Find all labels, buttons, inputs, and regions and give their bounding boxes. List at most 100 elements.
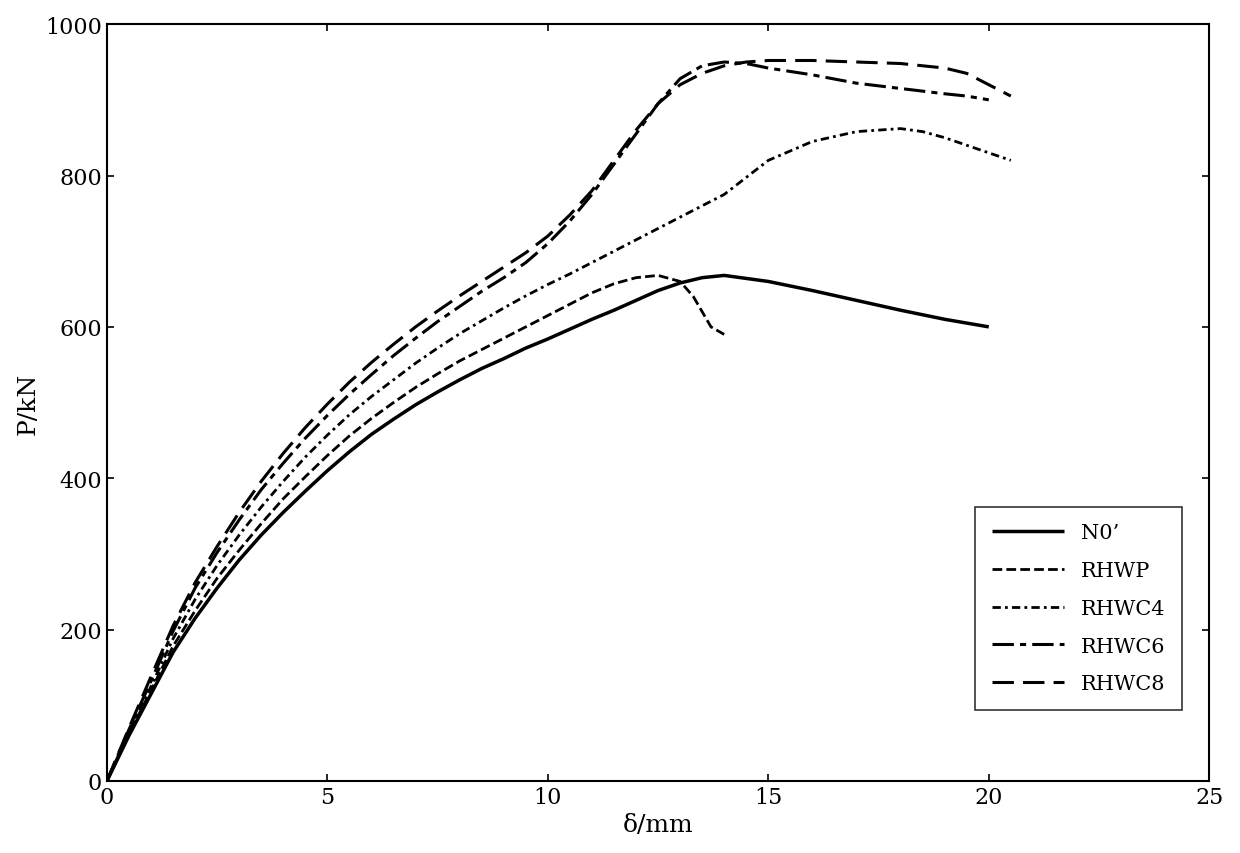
N0’ [629,296,644,306]
RHWC6 [981,96,996,106]
N0’ [453,375,467,386]
RHWC6 [651,100,666,110]
RHWC4 [474,316,489,327]
RHWC6 [563,217,578,227]
N0’ [761,277,776,287]
RHWC4 [99,776,114,786]
RHWC4 [849,127,864,137]
N0’ [210,583,224,594]
RHWC4 [187,595,202,605]
N0’ [166,647,181,658]
RHWC6 [805,71,820,81]
RHWC8 [629,126,644,136]
Line: RHWP: RHWP [107,276,724,781]
RHWC8 [320,399,335,409]
RHWC6 [386,351,401,362]
RHWC8 [122,723,136,734]
RHWC8 [849,58,864,68]
N0’ [386,415,401,425]
RHWC8 [694,69,709,79]
N0’ [232,555,247,566]
RHWC8 [651,100,666,110]
RHWC6 [496,273,511,283]
RHWC4 [166,634,181,644]
RHWC4 [915,127,930,137]
N0’ [320,466,335,476]
RHWP [99,776,114,786]
Line: RHWC8: RHWC8 [107,61,1011,781]
RHWP [651,271,666,281]
RHWC8 [275,449,290,459]
RHWP [496,334,511,344]
RHWC6 [672,74,687,84]
RHWP [320,451,335,461]
RHWP [187,606,202,616]
RHWC8 [166,621,181,631]
RHWP [453,357,467,367]
RHWC8 [298,423,312,433]
RHWP [563,299,578,310]
N0’ [342,447,357,457]
RHWC6 [275,458,290,468]
Line: N0’: N0’ [107,276,988,781]
RHWC4 [144,682,159,692]
RHWC8 [474,277,489,287]
N0’ [541,334,556,345]
RHWC8 [805,56,820,67]
N0’ [122,730,136,740]
RHWC8 [584,186,599,196]
RHWC4 [694,201,709,212]
N0’ [651,286,666,296]
RHWC4 [651,224,666,235]
RHWC6 [298,433,312,444]
RHWC8 [893,60,908,70]
RHWP [342,432,357,442]
RHWC4 [584,258,599,269]
RHWC6 [320,411,335,421]
RHWP [144,685,159,695]
RHWC6 [430,317,445,328]
RHWC4 [563,270,578,280]
RHWC4 [254,502,269,513]
RHWC4 [541,280,556,290]
N0’ [298,486,312,496]
RHWP [606,279,621,289]
RHWC6 [606,160,621,170]
N0’ [275,508,290,518]
N0’ [805,286,820,296]
N0’ [144,689,159,699]
N0’ [187,613,202,624]
RHWP [275,494,290,504]
RHWC6 [739,60,754,70]
Legend: N0’, RHWP, RHWC4, RHWC6, RHWC8: N0’, RHWP, RHWC4, RHWC6, RHWC8 [975,507,1182,711]
RHWP [629,273,644,283]
RHWC6 [453,302,467,312]
X-axis label: δ/mm: δ/mm [622,814,693,836]
RHWP [430,369,445,380]
RHWC4 [761,156,776,166]
N0’ [563,325,578,335]
N0’ [672,279,687,289]
RHWC4 [672,212,687,223]
RHWP [298,472,312,482]
RHWC8 [937,64,952,74]
RHWC4 [210,560,224,571]
N0’ [893,305,908,316]
RHWC8 [496,263,511,273]
RHWC6 [210,548,224,558]
Line: RHWC4: RHWC4 [107,130,1011,781]
RHWC6 [761,64,776,74]
RHWC4 [320,431,335,441]
RHWC8 [518,248,533,258]
RHWC6 [629,130,644,140]
RHWC8 [210,542,224,552]
RHWC4 [430,344,445,354]
RHWC6 [232,515,247,525]
RHWC4 [981,148,996,159]
RHWC6 [342,390,357,400]
RHWC8 [254,477,269,487]
RHWC4 [518,292,533,302]
RHWC8 [232,508,247,518]
RHWC4 [805,137,820,148]
N0’ [606,305,621,316]
